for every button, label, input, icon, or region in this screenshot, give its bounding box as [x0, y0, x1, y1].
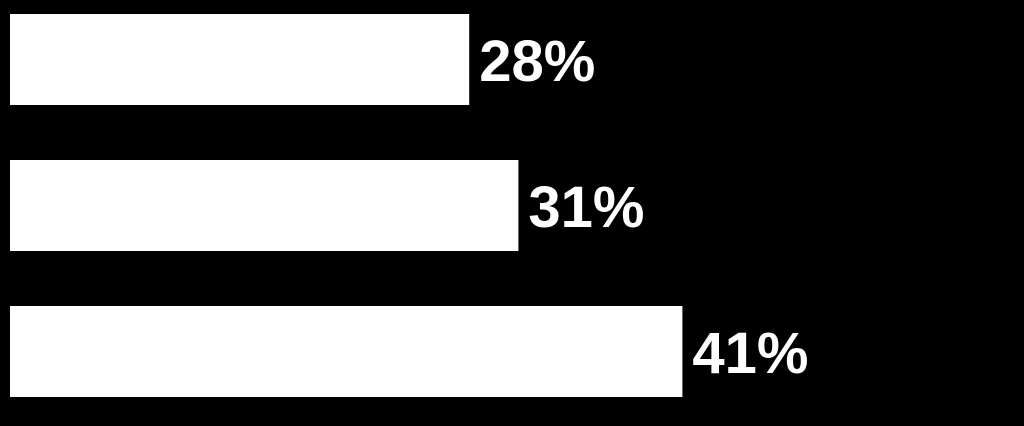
value-label: 28%	[479, 29, 595, 94]
bar	[10, 306, 683, 397]
bar	[10, 14, 470, 105]
value-label: 31%	[528, 175, 644, 240]
value-label: 41%	[692, 321, 808, 386]
bar	[10, 160, 519, 251]
